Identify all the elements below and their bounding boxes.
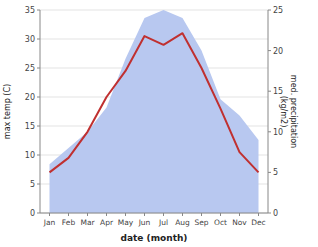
- y-axis-line: [40, 10, 41, 213]
- x-tick-label: May: [118, 218, 134, 227]
- x-tick-label: Apr: [100, 218, 114, 227]
- x-tick: [144, 213, 145, 216]
- x-tick: [163, 213, 164, 216]
- x-tick: [87, 213, 88, 216]
- y-tick: [37, 10, 40, 11]
- y2-tick-label: 0: [273, 209, 278, 218]
- x-tick-label: Jan: [43, 218, 56, 227]
- y-tick-label: 35: [25, 6, 35, 15]
- y2-tick: [268, 131, 271, 132]
- y-tick: [37, 184, 40, 185]
- y-tick: [37, 97, 40, 98]
- grid: [40, 10, 268, 213]
- x-tick: [258, 213, 259, 216]
- x-tick-label: Oct: [214, 218, 227, 227]
- x-tick-label: Dec: [251, 218, 266, 227]
- x-tick: [125, 213, 126, 216]
- axes: 051015202530350510152025JanFebMarAprMayJ…: [25, 6, 283, 227]
- y-tick-label: 5: [30, 180, 35, 189]
- y2-tick: [268, 50, 271, 51]
- grid-line: [40, 213, 268, 214]
- y-tick-label: 10: [25, 151, 35, 160]
- x-tick-label: Mar: [80, 218, 95, 227]
- y2-tick-label: 10: [273, 128, 283, 137]
- chart: 051015202530350510152025JanFebMarAprMayJ…: [0, 0, 318, 247]
- plot-area: [50, 10, 259, 213]
- x-tick-label: Jul: [158, 218, 168, 227]
- y-tick: [37, 126, 40, 127]
- y2-axis-line: [268, 10, 269, 213]
- x-axis-label: date (month): [121, 233, 188, 243]
- y2-axis-label-line: med. precipitation: [289, 75, 298, 148]
- y-tick-label: 15: [25, 122, 35, 131]
- x-tick-label: Feb: [62, 218, 76, 227]
- precipitation-area: [50, 10, 259, 213]
- x-axis-line: [40, 213, 268, 214]
- x-tick: [68, 213, 69, 216]
- x-tick: [220, 213, 221, 216]
- y-tick-label: 25: [25, 64, 35, 73]
- x-tick-label: Jun: [138, 218, 151, 227]
- y2-tick: [268, 10, 271, 11]
- y-tick: [37, 155, 40, 156]
- y-tick-label: 20: [25, 93, 35, 102]
- y2-tick: [268, 213, 271, 214]
- y2-axis-label: med. precipitation(kg/m2): [279, 75, 298, 148]
- y-tick-label: 30: [25, 35, 35, 44]
- x-tick: [49, 213, 50, 216]
- x-tick: [239, 213, 240, 216]
- grid-line: [40, 10, 268, 11]
- y2-tick: [268, 172, 271, 173]
- y2-axis-label-line: (kg/m2): [279, 96, 288, 128]
- y-tick-label: 0: [30, 209, 35, 218]
- y-tick: [37, 213, 40, 214]
- y2-tick-label: 25: [273, 6, 283, 15]
- x-tick-label: Nov: [232, 218, 247, 227]
- x-tick: [201, 213, 202, 216]
- y-tick: [37, 68, 40, 69]
- y-axis-label: max temp (C): [3, 84, 12, 139]
- x-tick: [182, 213, 183, 216]
- x-tick: [106, 213, 107, 216]
- temperature-line: [50, 33, 259, 172]
- y2-tick-label: 20: [273, 47, 283, 56]
- y-tick: [37, 39, 40, 40]
- y2-tick-label: 5: [273, 168, 278, 177]
- x-tick-label: Aug: [175, 218, 190, 227]
- x-tick-label: Sep: [194, 218, 208, 227]
- y2-tick: [268, 91, 271, 92]
